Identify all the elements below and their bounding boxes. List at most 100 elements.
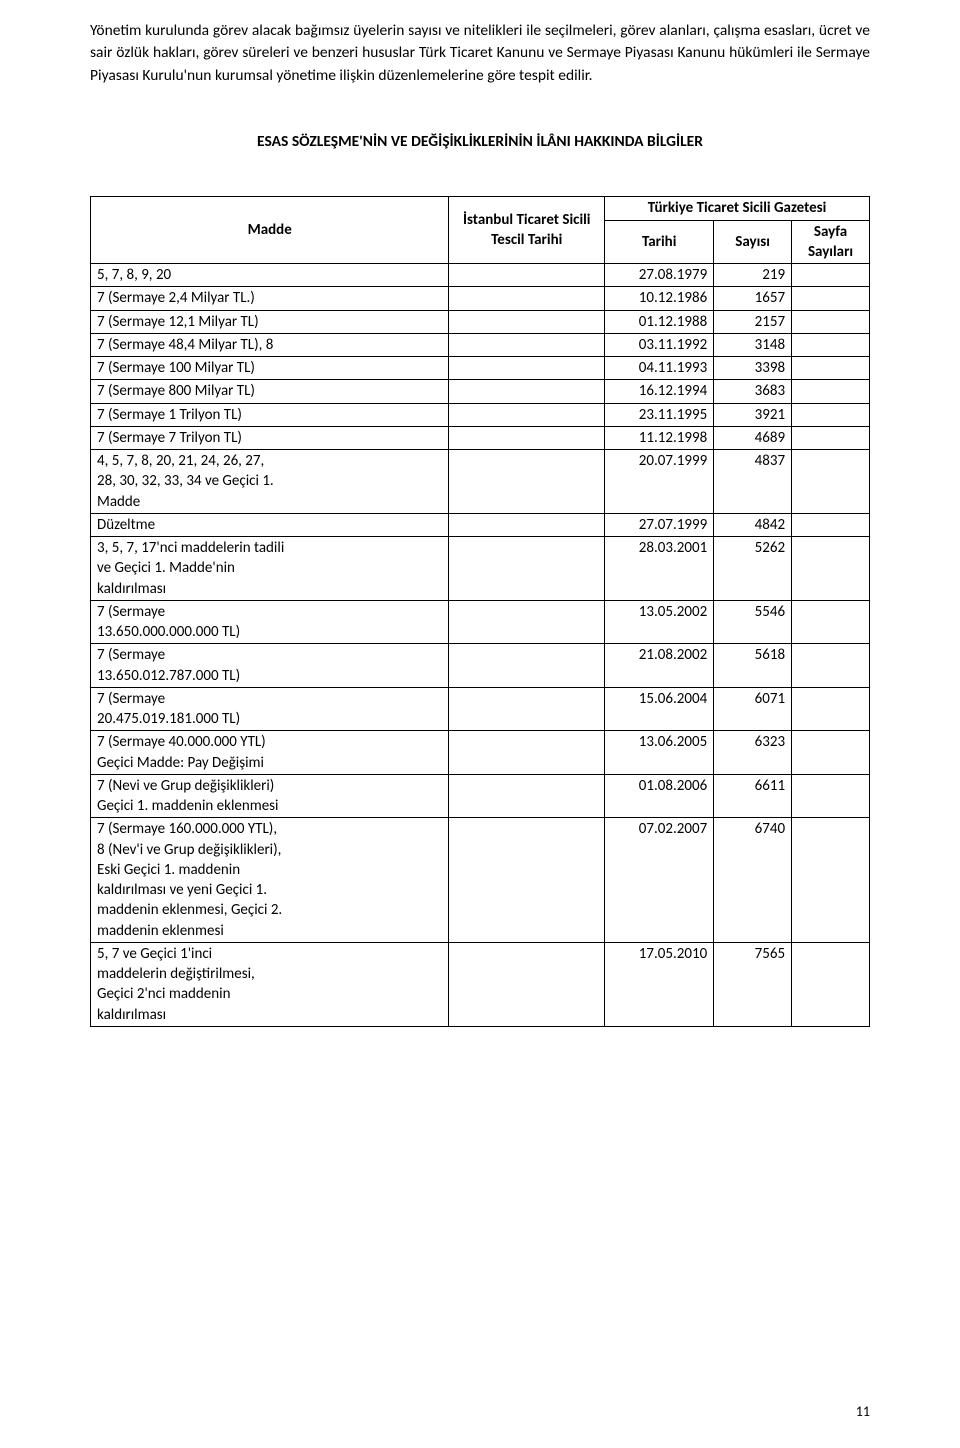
cell-sayfa [792, 357, 870, 380]
cell-tarih: 28.03.2001 [605, 537, 714, 601]
cell-sayfa [792, 403, 870, 426]
cell-madde: 7 (Nevi ve Grup değişiklikleri) Geçici 1… [91, 774, 449, 818]
cell-istanbul [449, 450, 605, 514]
cell-sayfa [792, 537, 870, 601]
cell-tarih: 17.05.2010 [605, 942, 714, 1026]
cell-istanbul [449, 403, 605, 426]
table-body: 5, 7, 8, 9, 2027.08.19792197 (Sermaye 2,… [91, 264, 870, 1027]
cell-tarih: 21.08.2002 [605, 644, 714, 688]
cell-sayfa [792, 600, 870, 644]
cell-sayisi: 5618 [714, 644, 792, 688]
cell-sayisi: 6611 [714, 774, 792, 818]
col-header-tarih: Tarihi [605, 220, 714, 264]
cell-sayisi: 6071 [714, 687, 792, 731]
cell-madde: 7 (Sermaye 48,4 Milyar TL), 8 [91, 333, 449, 356]
table-row: 7 (Sermaye 100 Milyar TL)04.11.19933398 [91, 357, 870, 380]
cell-istanbul [449, 264, 605, 287]
cell-sayfa [792, 264, 870, 287]
cell-istanbul [449, 818, 605, 943]
cell-madde: 7 (Sermaye 7 Trilyon TL) [91, 426, 449, 449]
table-row: Düzeltme 27.07.19994842 [91, 513, 870, 536]
col-header-istanbul: İstanbul Ticaret Sicili Tescil Tarihi [449, 197, 605, 264]
cell-sayfa [792, 450, 870, 514]
cell-istanbul [449, 357, 605, 380]
cell-istanbul [449, 942, 605, 1026]
cell-madde: 7 (Sermaye 13.650.012.787.000 TL) [91, 644, 449, 688]
cell-tarih: 01.12.1988 [605, 310, 714, 333]
table-row: 7 (Sermaye 48,4 Milyar TL), 8 03.11.19923… [91, 333, 870, 356]
page-number: 11 [856, 1403, 870, 1420]
table-row: 5, 7 ve Geçici 1'inci maddelerin değişti… [91, 942, 870, 1026]
cell-sayfa [792, 818, 870, 943]
cell-madde: 7 (Sermaye 13.650.000.000.000 TL) [91, 600, 449, 644]
cell-sayisi: 2157 [714, 310, 792, 333]
cell-tarih: 11.12.1998 [605, 426, 714, 449]
table-row: 7 (Sermaye 13.650.012.787.000 TL) 21.08.2… [91, 644, 870, 688]
cell-sayfa [792, 287, 870, 310]
table-row: 7 (Sermaye 13.650.000.000.000 TL)13.05.2… [91, 600, 870, 644]
cell-sayisi: 4842 [714, 513, 792, 536]
cell-sayfa [792, 644, 870, 688]
cell-madde: 4, 5, 7, 8, 20, 21, 24, 26, 27, 28, 30, … [91, 450, 449, 514]
cell-sayisi: 3683 [714, 380, 792, 403]
cell-tarih: 03.11.1992 [605, 333, 714, 356]
cell-istanbul [449, 287, 605, 310]
cell-sayisi: 4689 [714, 426, 792, 449]
table-row: 7 (Sermaye 12,1 Milyar TL)01.12.19882157 [91, 310, 870, 333]
table-row: 7 (Sermaye 7 Trilyon TL) 11.12.19984689 [91, 426, 870, 449]
cell-tarih: 16.12.1994 [605, 380, 714, 403]
cell-sayisi: 3398 [714, 357, 792, 380]
table-row: 7 (Sermaye 40.000.000 YTL) Geçici Madde:… [91, 731, 870, 775]
cell-madde: 7 (Sermaye 2,4 Milyar TL.) [91, 287, 449, 310]
table-header-row-1: Madde İstanbul Ticaret Sicili Tescil Tar… [91, 197, 870, 220]
table-head: Madde İstanbul Ticaret Sicili Tescil Tar… [91, 197, 870, 264]
cell-sayisi: 3921 [714, 403, 792, 426]
amendments-table: Madde İstanbul Ticaret Sicili Tescil Tar… [90, 196, 870, 1027]
cell-tarih: 27.07.1999 [605, 513, 714, 536]
cell-istanbul [449, 513, 605, 536]
cell-sayfa [792, 774, 870, 818]
cell-sayisi: 5546 [714, 600, 792, 644]
cell-sayisi: 6740 [714, 818, 792, 943]
cell-tarih: 01.08.2006 [605, 774, 714, 818]
cell-madde: 7 (Sermaye 1 Trilyon TL) [91, 403, 449, 426]
cell-madde: 7 (Sermaye 160.000.000 YTL), 8 (Nev'i ve… [91, 818, 449, 943]
cell-sayisi: 6323 [714, 731, 792, 775]
cell-istanbul [449, 774, 605, 818]
cell-sayisi: 219 [714, 264, 792, 287]
cell-sayisi: 4837 [714, 450, 792, 514]
table-row: 7 (Sermaye 2,4 Milyar TL.) 10.12.19861657 [91, 287, 870, 310]
cell-tarih: 10.12.1986 [605, 287, 714, 310]
cell-istanbul [449, 426, 605, 449]
cell-sayfa [792, 310, 870, 333]
table-row: 7 (Sermaye 160.000.000 YTL), 8 (Nev'i ve… [91, 818, 870, 943]
cell-tarih: 27.08.1979 [605, 264, 714, 287]
cell-sayisi: 1657 [714, 287, 792, 310]
cell-madde: 3, 5, 7, 17'nci maddelerin tadili ve Geç… [91, 537, 449, 601]
cell-tarih: 15.06.2004 [605, 687, 714, 731]
cell-istanbul [449, 380, 605, 403]
cell-istanbul [449, 600, 605, 644]
cell-sayfa [792, 513, 870, 536]
table-row: 3, 5, 7, 17'nci maddelerin tadili ve Geç… [91, 537, 870, 601]
cell-tarih: 13.06.2005 [605, 731, 714, 775]
cell-istanbul [449, 644, 605, 688]
section-title: ESAS SÖZLEŞME'NİN VE DEĞİŞİKLİKLERİNİN İ… [90, 132, 870, 151]
cell-sayisi: 3148 [714, 333, 792, 356]
col-header-madde: Madde [91, 197, 449, 264]
table-row: 7 (Nevi ve Grup değişiklikleri) Geçici 1… [91, 774, 870, 818]
cell-sayfa [792, 426, 870, 449]
cell-tarih: 04.11.1993 [605, 357, 714, 380]
cell-istanbul [449, 731, 605, 775]
cell-madde: Düzeltme [91, 513, 449, 536]
cell-istanbul [449, 310, 605, 333]
cell-sayisi: 7565 [714, 942, 792, 1026]
cell-tarih: 07.02.2007 [605, 818, 714, 943]
table-row: 7 (Sermaye 20.475.019.181.000 TL) 15.06.2… [91, 687, 870, 731]
cell-istanbul [449, 687, 605, 731]
cell-sayfa [792, 942, 870, 1026]
table-row: 7 (Sermaye 1 Trilyon TL) 23.11.19953921 [91, 403, 870, 426]
cell-istanbul [449, 333, 605, 356]
cell-tarih: 23.11.1995 [605, 403, 714, 426]
cell-madde: 7 (Sermaye 20.475.019.181.000 TL) [91, 687, 449, 731]
